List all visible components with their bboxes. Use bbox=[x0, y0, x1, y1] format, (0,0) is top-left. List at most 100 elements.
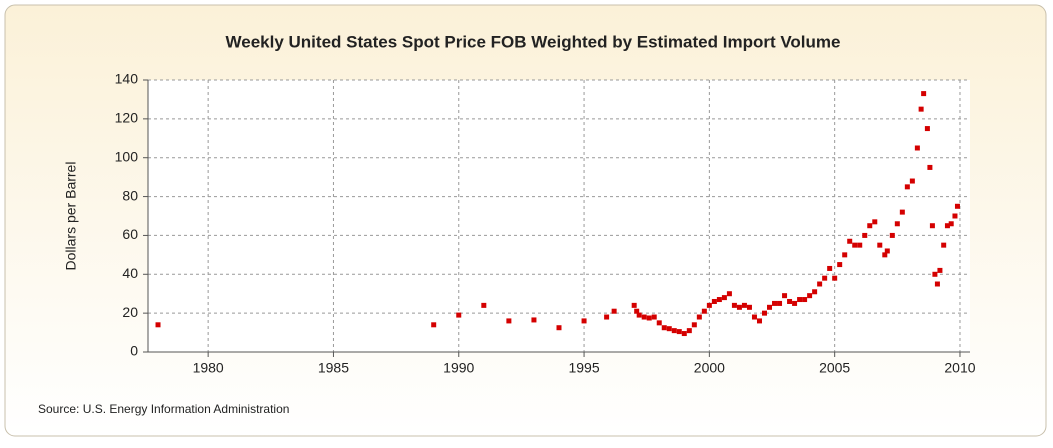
point bbox=[894, 221, 900, 227]
point bbox=[531, 317, 537, 323]
point bbox=[807, 293, 813, 299]
point bbox=[937, 267, 943, 273]
point bbox=[948, 221, 954, 227]
point bbox=[651, 314, 657, 320]
x-tick-label: 2005 bbox=[819, 360, 850, 376]
point bbox=[817, 281, 823, 287]
point bbox=[481, 302, 487, 308]
point bbox=[726, 291, 732, 297]
point bbox=[767, 304, 773, 310]
point bbox=[822, 275, 828, 281]
point bbox=[857, 242, 863, 248]
y-tick-label: 40 bbox=[122, 265, 138, 281]
point bbox=[812, 289, 818, 295]
point bbox=[661, 325, 667, 331]
x-tick-label: 2010 bbox=[944, 360, 975, 376]
point bbox=[909, 178, 915, 184]
point bbox=[832, 275, 838, 281]
point bbox=[927, 164, 933, 170]
point bbox=[656, 320, 662, 326]
point bbox=[944, 223, 950, 229]
y-tick-label: 140 bbox=[115, 71, 139, 87]
point bbox=[918, 106, 924, 112]
point bbox=[954, 203, 960, 209]
point bbox=[641, 314, 647, 320]
point bbox=[676, 329, 682, 335]
y-tick-label: 20 bbox=[122, 304, 138, 320]
point bbox=[634, 308, 640, 314]
point bbox=[852, 242, 858, 248]
x-tick-label: 1995 bbox=[568, 360, 599, 376]
point bbox=[746, 304, 752, 310]
point bbox=[847, 238, 853, 244]
point bbox=[899, 209, 905, 215]
point bbox=[711, 298, 717, 304]
point bbox=[914, 145, 920, 151]
point bbox=[731, 302, 737, 308]
y-tick-label: 120 bbox=[115, 110, 139, 126]
point bbox=[797, 297, 803, 303]
y-tick-label: 0 bbox=[130, 343, 138, 359]
point bbox=[716, 297, 722, 303]
y-axis-label: Dollars per Barrel bbox=[63, 162, 79, 271]
point bbox=[762, 310, 767, 316]
point bbox=[837, 262, 843, 268]
x-tick-label: 1990 bbox=[443, 360, 474, 376]
point bbox=[889, 232, 895, 238]
plot-area bbox=[148, 80, 970, 352]
point bbox=[604, 314, 610, 320]
point bbox=[904, 184, 910, 190]
point bbox=[952, 213, 958, 219]
point bbox=[721, 295, 727, 301]
point bbox=[155, 322, 161, 328]
point bbox=[736, 304, 742, 310]
point bbox=[827, 265, 833, 271]
point bbox=[772, 300, 778, 306]
point bbox=[636, 312, 642, 318]
point bbox=[611, 308, 617, 314]
y-tick-label: 100 bbox=[115, 148, 139, 164]
point bbox=[932, 271, 938, 277]
point bbox=[701, 308, 707, 314]
point bbox=[691, 322, 697, 328]
point bbox=[882, 252, 888, 258]
chart-title: Weekly United States Spot Price FOB Weig… bbox=[226, 32, 841, 51]
point bbox=[706, 302, 712, 308]
point bbox=[631, 302, 637, 308]
point bbox=[686, 328, 692, 334]
point bbox=[862, 232, 868, 238]
y-tick-label: 80 bbox=[122, 187, 138, 203]
point bbox=[941, 242, 947, 248]
point bbox=[842, 252, 848, 258]
point bbox=[681, 331, 687, 337]
point bbox=[696, 314, 702, 320]
point bbox=[646, 315, 652, 321]
point bbox=[431, 322, 437, 328]
point bbox=[802, 297, 808, 303]
x-tick-label: 1980 bbox=[193, 360, 224, 376]
point bbox=[751, 314, 757, 320]
point bbox=[877, 242, 883, 248]
point bbox=[872, 219, 878, 225]
point bbox=[792, 300, 798, 306]
point bbox=[787, 298, 793, 304]
point bbox=[884, 248, 890, 254]
point bbox=[934, 281, 940, 287]
x-tick-label: 1985 bbox=[318, 360, 349, 376]
point bbox=[867, 223, 873, 229]
point bbox=[929, 223, 935, 229]
y-tick-label: 60 bbox=[122, 226, 138, 242]
point bbox=[556, 325, 562, 331]
point bbox=[456, 312, 462, 318]
point bbox=[921, 91, 927, 97]
point bbox=[777, 300, 783, 306]
x-tick-label: 2000 bbox=[694, 360, 725, 376]
point bbox=[741, 302, 747, 308]
point bbox=[782, 293, 788, 299]
point bbox=[666, 326, 672, 332]
point bbox=[756, 318, 762, 324]
source-note: Source: U.S. Energy Information Administ… bbox=[38, 402, 289, 416]
point bbox=[924, 126, 930, 132]
point bbox=[581, 318, 587, 324]
